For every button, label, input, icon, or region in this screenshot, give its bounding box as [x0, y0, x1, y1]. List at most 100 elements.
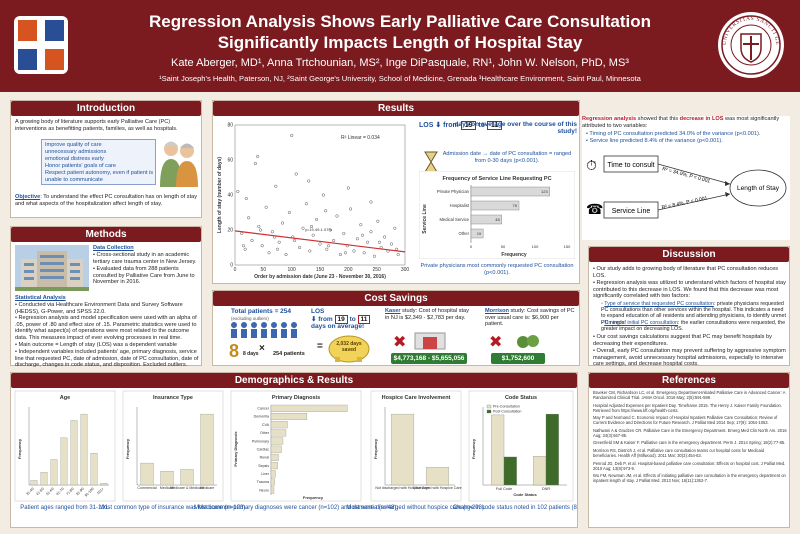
demographic-chart-title: Insurance Type: [153, 395, 193, 401]
scatter-point: [247, 216, 251, 220]
scatter-x-tick: 300: [401, 267, 410, 273]
service-chart-caption: Private physicians most commonly request…: [420, 263, 574, 276]
diagnosis-bar: [270, 404, 348, 412]
code-status-bar: [533, 455, 547, 486]
diagnosis-label: Cardiac: [257, 447, 270, 451]
regression-intro-rest: was most significantly attributed to two…: [582, 116, 780, 129]
demographic-category-label: Discharged with Hospice Care: [413, 486, 461, 490]
regression-intro: showed that this: [636, 116, 680, 122]
legend-post: Post-Consultation: [493, 410, 521, 414]
scatter-point: [290, 133, 294, 138]
service-bar: [470, 214, 502, 225]
demographic-category-label: 81-90: [75, 487, 84, 496]
objective-text: To understand the effect PC consultation…: [15, 194, 198, 207]
demographic-chart: Code Status Change in code status noted i…: [453, 390, 577, 511]
demographic-chart: Age Patient ages ranged from 31-101. Frequ…: [14, 390, 116, 511]
service-category-label: Hospitalist: [450, 203, 470, 208]
scatter-point: [304, 202, 308, 206]
service-bar: [470, 200, 520, 211]
scatter-point: [366, 240, 370, 244]
demographic-chart-caption: Change in code status noted in 102 patie…: [453, 505, 577, 511]
benefits-box: Improve quality of care unnecessary admi…: [41, 139, 156, 185]
code-status-bar: [491, 414, 505, 486]
hourglass-icon: [424, 151, 438, 173]
code-status-label: Full Code: [496, 487, 512, 491]
diagnosis-bar: [270, 437, 284, 445]
scatter-point: [389, 242, 393, 246]
hospital-logo-icon: [14, 16, 68, 74]
reference-item: Hospital Adjusted Expenses per Inpatient…: [593, 402, 782, 413]
admission-to-consult-text: Admission date → date of PC consultation…: [442, 151, 572, 164]
svg-text:✖: ✖: [489, 334, 502, 351]
scatter-point: [236, 189, 240, 194]
scatter-point: [281, 221, 285, 225]
time-r-squared: R² = 34.0%, P < 0.001: [661, 166, 710, 185]
poster-title-line1: Regression Analysis Shows Early Palliati…: [149, 12, 651, 31]
scatter-y-tick: 80: [227, 123, 233, 129]
diagnosis-label: CVA: [262, 423, 270, 427]
diagnosis-bar: [270, 429, 287, 437]
morrison-study-text: study: Cost savings of PC over usual car…: [485, 308, 575, 328]
scatter-point: [307, 179, 311, 183]
scatter-point: [250, 238, 254, 243]
demographic-category-label: 71-80: [65, 487, 74, 496]
scatter-point: [377, 240, 382, 244]
demographic-chart: Hospice Care Involvement Most were discha…: [346, 390, 486, 511]
discussion-heading: Discussion: [589, 247, 789, 262]
results-section: Results R² Linear = 0.034 y=19.49-1.07*x…: [212, 100, 580, 284]
discussion-point: • Overall, early PC consultation may pre…: [593, 348, 786, 368]
service-category-label: Medical Service: [439, 217, 469, 222]
scatter-point: [332, 238, 336, 243]
discussion-section: Discussion • Our study adds to growing b…: [588, 246, 790, 368]
cost-savings-heading: Cost Savings: [213, 291, 579, 306]
scatter-point: [343, 251, 348, 255]
demographic-charts: Age Patient ages ranged from 31-101. Frequ…: [14, 390, 577, 511]
diagnosis-bar: [270, 462, 278, 470]
diagnosis-bar: [270, 413, 308, 421]
scatter-point: [275, 247, 280, 251]
scatter-point: [315, 217, 319, 222]
scatter-point: [257, 224, 261, 229]
demographic-y-label: Frequency: [125, 438, 130, 459]
reference-item: Brueker CM, Richardson LC, et al. Emerge…: [593, 390, 786, 400]
scatter-point: [301, 226, 305, 230]
r-squared-label: R² Linear = 0.034: [341, 135, 380, 141]
regression-fit-line: [234, 230, 406, 253]
scatter-point: [326, 244, 331, 248]
demographic-bar: [100, 483, 108, 486]
regression-item: • Timing of PC consultation predicted 34…: [586, 131, 761, 137]
discussion-point: • Regression analysis was utilized to un…: [593, 280, 786, 300]
discussion-point: • Our study adds to growing body of lite…: [593, 266, 779, 279]
scatter-point: [321, 193, 325, 197]
scatter-point: [308, 249, 312, 253]
intro-text: A growing body of literature supports ea…: [15, 119, 178, 132]
scatter-point: [294, 172, 298, 176]
morrison-total-savings: $1,752,600: [491, 353, 545, 364]
demographic-y-label: Frequency: [17, 438, 22, 459]
introduction-heading: Introduction: [11, 101, 201, 116]
los-from: from: [443, 122, 459, 129]
affiliation-list: ¹Saint Joseph's Health, Paterson, NJ, ²S…: [159, 74, 641, 83]
los-before-value: 19: [460, 121, 477, 130]
demographic-bar: [50, 459, 58, 486]
svg-text:✖: ✖: [393, 334, 406, 351]
regression-summary: Regression analysis showed that this dec…: [582, 116, 790, 240]
eight-digit: 8: [229, 341, 240, 361]
demographic-category-label: 51-60: [45, 487, 54, 496]
total-patients-note: (excluding outliers): [231, 316, 269, 321]
scatter-point: [270, 230, 274, 234]
benefit-item: Respect patient autonomy, even if patien…: [45, 170, 154, 183]
demographic-category-label: 41-50: [35, 487, 44, 496]
regression-intro-bold: Regression analysis: [582, 116, 637, 122]
scatter-point: [311, 233, 315, 237]
scatter-point: [298, 245, 302, 250]
service-chart-y-label: Service Line: [422, 204, 428, 234]
diagnosis-bar: [270, 486, 275, 494]
scatter-point: [369, 230, 373, 234]
morrison-study-name: Morrison: [485, 308, 509, 314]
los-prefix: LOS: [419, 122, 434, 129]
total-patients: Total patients = 254: [231, 308, 292, 315]
reference-item: May P and Normand C. Economic Impact of …: [593, 415, 778, 426]
service-x-tick: 50: [501, 244, 506, 249]
scatter-point: [253, 161, 257, 166]
